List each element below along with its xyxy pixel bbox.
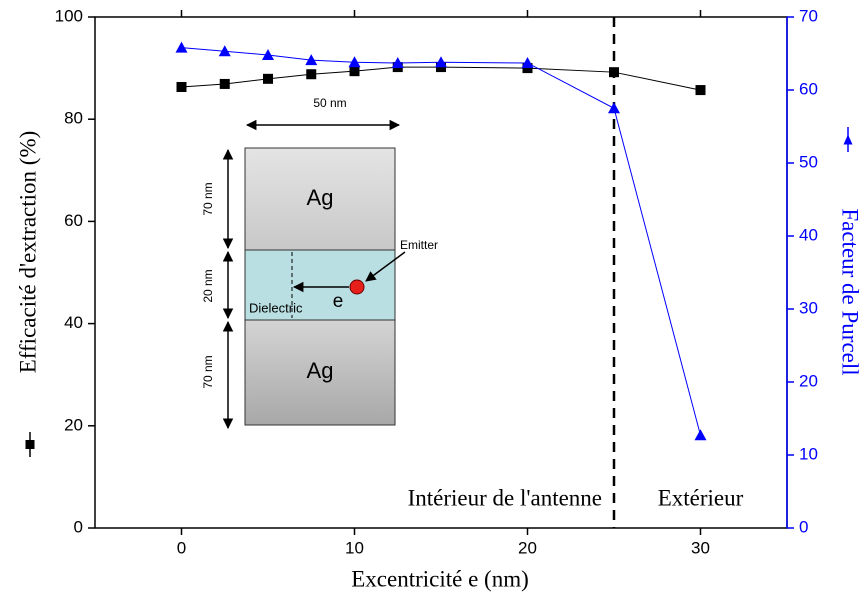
marker <box>348 56 361 68</box>
inset-label: e <box>333 291 344 312</box>
marker <box>263 73 273 84</box>
y2-tick-label: 0 <box>799 517 808 536</box>
series-line <box>181 66 701 91</box>
y-tick-label: 40 <box>64 313 83 332</box>
marker <box>219 78 230 89</box>
y2-tick-label: 60 <box>799 79 818 98</box>
marker <box>176 82 187 93</box>
emitter-arrow <box>365 251 406 282</box>
y2-tick-label: 50 <box>799 152 818 171</box>
inset-label: 70 nm <box>201 182 215 215</box>
x-tick-label: 10 <box>345 538 364 557</box>
y-tick-label: 20 <box>64 415 83 434</box>
marker <box>305 54 318 66</box>
x-tick-label: 20 <box>518 538 537 557</box>
inset-label: Emitter <box>400 238 438 252</box>
y2-axis-label: Facteur de Purcell <box>838 208 863 375</box>
inset-label: Dielectric <box>249 300 303 315</box>
marker <box>695 85 706 96</box>
y-tick-label: 60 <box>64 211 83 230</box>
y2-axis-title: Facteur de Purcell <box>838 127 863 376</box>
y-axis-label: Efficacité d'extraction (%) <box>15 131 40 374</box>
marker <box>262 48 274 60</box>
marker <box>609 67 619 78</box>
y-tick-label: 80 <box>64 109 83 128</box>
marker <box>306 69 317 80</box>
y-axis-title: Efficacité d'extraction (%) <box>15 131 40 457</box>
annotation: Intérieur de l'antenne <box>408 485 602 510</box>
y2-tick-label: 20 <box>799 371 818 390</box>
inset: 50 nm 70 nm 20 nm 70 nm Ag Ag Dielectric… <box>201 96 438 430</box>
dielectric-layer <box>244 249 396 321</box>
y-tick-label: 0 <box>74 517 83 536</box>
inset-label: Ag <box>307 185 334 210</box>
y2-tick-label: 40 <box>799 225 818 244</box>
y2-tick-label: 10 <box>799 444 818 463</box>
x-axis-label: Excentricité e (nm) <box>351 566 529 591</box>
inset-label: 50 nm <box>313 96 346 110</box>
marker <box>349 66 360 77</box>
legend-marker <box>25 440 35 449</box>
annotation: Extérieur <box>658 485 744 510</box>
marker <box>218 45 231 57</box>
marker <box>522 63 533 74</box>
inset-label: Ag <box>307 358 334 383</box>
ag-layer <box>244 319 396 426</box>
y2-tick-label: 70 <box>799 6 818 25</box>
plot-frame <box>94 16 788 529</box>
ag-layer <box>244 147 396 251</box>
series-line <box>181 47 701 436</box>
y-tick-label: 100 <box>55 6 83 25</box>
x-tick-label: 0 <box>177 538 186 557</box>
marker <box>391 56 404 68</box>
marker <box>521 56 534 68</box>
y2-tick-label: 30 <box>799 298 818 317</box>
legend-marker <box>843 134 853 145</box>
inset-label: 70 nm <box>201 355 215 388</box>
x-tick-label: 30 <box>691 538 710 557</box>
marker <box>435 56 447 68</box>
marker <box>175 41 188 53</box>
inset-label: 20 nm <box>201 269 215 302</box>
emitter <box>349 279 365 295</box>
marker <box>608 102 620 114</box>
marker <box>694 429 707 441</box>
